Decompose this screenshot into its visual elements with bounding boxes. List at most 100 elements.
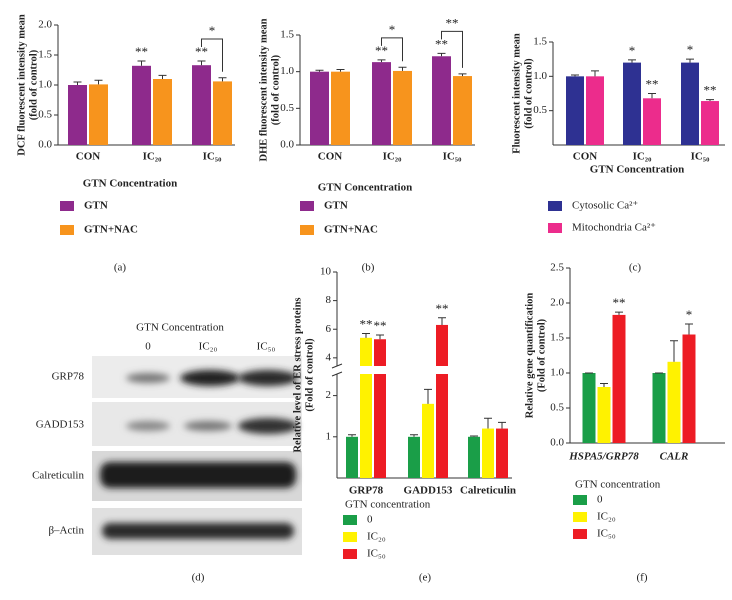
bracket-label: ** bbox=[446, 15, 459, 30]
bracket bbox=[381, 37, 403, 62]
error-bar bbox=[470, 435, 478, 437]
lane-label: IC₂₀ bbox=[199, 341, 218, 353]
legend-swatch bbox=[300, 201, 314, 211]
y-tick-label: 1 bbox=[326, 430, 332, 442]
error-bar bbox=[458, 73, 467, 77]
y-tick-label: 1.5 bbox=[280, 29, 294, 41]
y-tick-label: 0.0 bbox=[550, 437, 564, 449]
bar bbox=[408, 436, 420, 478]
band bbox=[102, 523, 294, 539]
bar bbox=[652, 373, 666, 443]
bar bbox=[586, 76, 604, 145]
significance-label: ** bbox=[374, 318, 387, 333]
x-axis-title: GTN Concentration bbox=[83, 178, 177, 190]
band bbox=[238, 370, 298, 386]
bar bbox=[681, 62, 699, 145]
x-tick-label: CALR bbox=[660, 451, 689, 463]
y-tick-label: 1.0 bbox=[280, 65, 294, 77]
x-tick-label: GADD153 bbox=[404, 485, 453, 497]
chart: 0.00.51.01.52.02.5***HSPA5/GRP78 CALRRela… bbox=[524, 262, 725, 584]
significance-label: ** bbox=[375, 43, 388, 58]
significance-label: ** bbox=[646, 76, 659, 91]
bar bbox=[496, 428, 508, 478]
legend-swatch bbox=[60, 225, 74, 235]
bar bbox=[453, 76, 472, 145]
bar bbox=[393, 70, 412, 145]
band bbox=[184, 421, 232, 431]
bar bbox=[213, 81, 232, 145]
error-bar bbox=[685, 323, 693, 335]
error-bar bbox=[158, 74, 167, 79]
legend-label: IC₂₀ bbox=[367, 531, 386, 543]
x-tick-label: IC₂₀ bbox=[633, 151, 653, 163]
y-tick-label: 1.5 bbox=[38, 49, 52, 61]
error-bar bbox=[218, 77, 227, 82]
x-axis-title: GTN Concentration bbox=[590, 164, 684, 176]
y-tick-label: 10 bbox=[320, 266, 332, 278]
significance-label: * bbox=[629, 43, 636, 58]
y-axis-title: (fold of control) bbox=[523, 58, 534, 129]
x-tick-label: IC₂₀ bbox=[143, 151, 163, 163]
y-tick-label: 1.0 bbox=[38, 79, 52, 91]
y-tick-label: 2.5 bbox=[550, 262, 564, 274]
legend-swatch bbox=[573, 529, 587, 539]
error-bar bbox=[315, 69, 324, 72]
error-bar bbox=[628, 59, 636, 63]
error-bar bbox=[424, 388, 432, 404]
significance-label: ** bbox=[704, 83, 717, 98]
panel-label: (d) bbox=[192, 572, 205, 584]
bar bbox=[331, 71, 350, 145]
error-bar bbox=[410, 434, 418, 437]
x-axis-title: GTN Concentration bbox=[318, 182, 412, 194]
bracket bbox=[441, 30, 463, 68]
legend-swatch bbox=[573, 495, 587, 505]
error-bar bbox=[197, 60, 206, 66]
legend-label: 0 bbox=[367, 514, 373, 526]
bar bbox=[192, 65, 211, 145]
bar bbox=[432, 56, 451, 146]
error-bar bbox=[336, 68, 345, 72]
legend-swatch bbox=[300, 225, 314, 235]
significance-label: ** bbox=[360, 317, 373, 332]
y-axis-title: DCF fluorescent intensity mean bbox=[16, 14, 27, 156]
western-blot: GTN Concentration 0 IC₂₀ IC₅₀ GRP78 GADD… bbox=[32, 322, 302, 584]
y-tick-label: 0.5 bbox=[38, 109, 52, 121]
legend-label: IC₅₀ bbox=[597, 528, 616, 540]
bracket-label: * bbox=[209, 23, 216, 38]
error-bar bbox=[686, 58, 694, 63]
error-bar bbox=[377, 59, 386, 63]
legend-swatch bbox=[343, 549, 357, 559]
error-bar bbox=[706, 99, 714, 102]
y-axis-title: Fluorescent intensity mean bbox=[511, 33, 522, 154]
bar bbox=[436, 324, 448, 478]
bar bbox=[68, 85, 87, 145]
x-tick-label: HSPA5/GRP78 bbox=[568, 451, 639, 463]
legend-label: Cytosolic Ca²⁺ bbox=[572, 200, 638, 212]
panel-label: (b) bbox=[362, 262, 375, 274]
y-axis-title: Relative gene quantification bbox=[524, 293, 535, 419]
lane-label: 0 bbox=[145, 341, 151, 353]
panel-label: (c) bbox=[629, 262, 642, 274]
legend-label: GTN+NAC bbox=[84, 224, 138, 236]
band bbox=[126, 373, 170, 383]
bar bbox=[422, 403, 434, 478]
bar bbox=[612, 314, 626, 443]
legend-swatch bbox=[343, 532, 357, 542]
error-bar bbox=[571, 74, 579, 77]
error-bar bbox=[484, 417, 492, 429]
significance-label: ** bbox=[435, 36, 448, 51]
bar bbox=[701, 101, 719, 145]
legend-title: GTN concentration bbox=[345, 499, 431, 511]
legend-swatch bbox=[343, 515, 357, 525]
y-axis-title: (Fold of control) bbox=[304, 338, 315, 412]
bar bbox=[667, 361, 681, 443]
significance-label: * bbox=[686, 307, 693, 322]
bar bbox=[582, 373, 596, 443]
error-bar bbox=[670, 340, 678, 362]
error-bar bbox=[398, 66, 407, 71]
bar bbox=[643, 98, 661, 145]
